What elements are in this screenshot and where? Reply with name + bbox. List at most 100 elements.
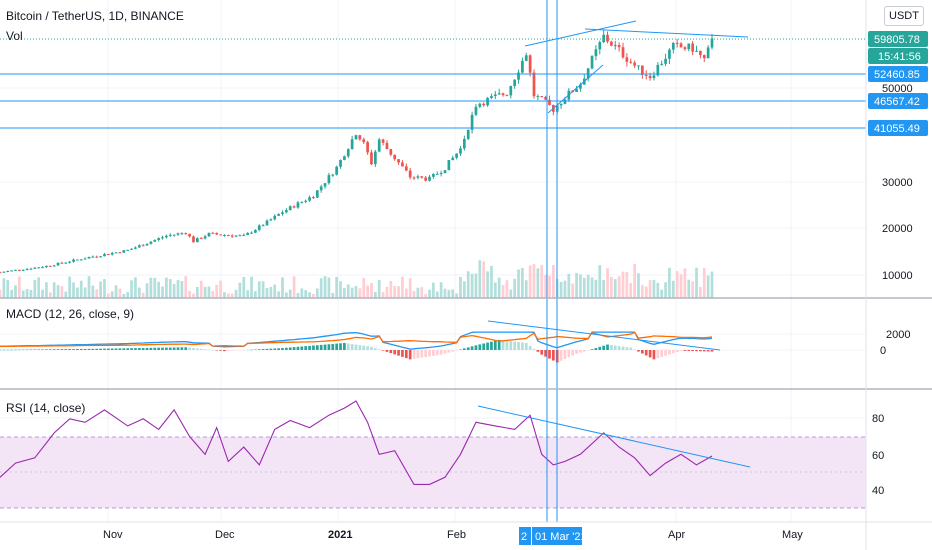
candle-body — [617, 45, 621, 48]
macd-hist-bar — [397, 350, 400, 356]
candle-body — [490, 96, 493, 98]
horizontal-levels[interactable] — [0, 38, 866, 129]
candle-body — [513, 79, 517, 87]
macd-hist-bar — [637, 350, 640, 352]
candle-body — [548, 99, 551, 105]
candle-body — [269, 219, 273, 221]
volume-bar — [637, 273, 640, 298]
macd-hist-bar — [254, 349, 257, 351]
macd-hist-bar — [17, 349, 21, 351]
volume-bar — [416, 287, 420, 298]
volume-bar — [621, 271, 625, 298]
volume-bar — [598, 265, 602, 298]
x-marker-label-bg-2 — [532, 527, 582, 545]
candle-body — [250, 232, 253, 234]
price-label-46567: 46567.42 — [874, 96, 920, 108]
volume-bar — [586, 274, 590, 298]
volume-bar — [350, 287, 354, 298]
candle-body — [226, 235, 230, 237]
candle-body — [339, 159, 342, 167]
volume-bar — [517, 269, 520, 298]
volume-bar — [435, 291, 439, 298]
candle-body — [482, 103, 486, 106]
macd-hist-bar — [87, 348, 91, 350]
macd-hist-bar — [79, 348, 83, 350]
candle-body — [203, 236, 207, 239]
macd-hist-bar — [257, 349, 261, 350]
candle-body — [137, 245, 141, 248]
price-label-52460-bg — [868, 66, 928, 82]
volume-legend[interactable]: Vol — [6, 29, 23, 43]
candle-body — [83, 258, 87, 260]
trendlines[interactable] — [477, 0, 751, 522]
macd-hist-bar — [269, 348, 273, 350]
candle-body — [501, 93, 505, 96]
volume-bar — [25, 288, 29, 298]
volume-bar — [648, 280, 652, 298]
candle-body — [683, 47, 687, 50]
volume-bar — [428, 289, 431, 298]
volume-bar — [540, 264, 544, 298]
volume-bar — [172, 284, 176, 298]
macd-hist-bar — [56, 349, 60, 350]
macd-hist-bar — [207, 349, 211, 351]
volume-bar — [664, 282, 667, 298]
volume-bar — [424, 293, 428, 298]
volume-bar — [706, 275, 710, 298]
macd-hist-bar — [486, 342, 489, 350]
volume-bar — [343, 288, 346, 298]
candle-body — [48, 265, 52, 267]
candle-body — [134, 247, 137, 249]
macd-hist-bar — [633, 349, 636, 351]
candle-body — [41, 267, 44, 269]
candle-body — [517, 72, 520, 80]
y-axis[interactable]: 50000 30000 20000 10000 2000 0 80 60 40 — [872, 83, 913, 497]
candle-body — [459, 148, 462, 154]
macd-hist-bar — [149, 347, 153, 350]
candle-body — [474, 106, 478, 115]
macd-hist-bar — [606, 344, 609, 350]
macd-hist-bar — [296, 346, 300, 350]
volume-bar — [122, 293, 126, 298]
macd-hist-bar — [176, 347, 180, 350]
macd-hist-bar — [563, 350, 567, 360]
macd-hist-bar — [571, 350, 575, 356]
volume-bar — [141, 292, 145, 298]
symbol-legend[interactable]: Bitcoin / TetherUS, 1D, BINANCE — [6, 9, 184, 23]
candle-body — [126, 249, 130, 251]
candle-body — [536, 96, 540, 98]
volume-bar — [292, 276, 296, 298]
macd-hist-bar — [602, 345, 606, 350]
candle-body — [668, 49, 671, 59]
candle-body — [354, 135, 358, 140]
volume-bar — [199, 280, 203, 298]
macd-hist-bar — [691, 350, 695, 352]
candle-body — [323, 183, 327, 187]
macd-hist-bar — [420, 350, 424, 358]
price-labels[interactable]: 59805.78 15:41:56 52460.85 46567.42 4105… — [868, 31, 928, 136]
candle-body — [478, 103, 482, 107]
macd-hist-bar — [60, 349, 64, 350]
volume-bar — [45, 282, 48, 298]
volume-bar — [470, 273, 474, 298]
x-axis[interactable]: Nov Dec 2021 Feb 2 01 Mar '21 Apr May — [103, 527, 803, 545]
volume-bar — [103, 279, 106, 298]
currency-button[interactable]: USDT — [884, 6, 924, 26]
volume-bar — [675, 271, 679, 298]
candle-body — [106, 254, 110, 256]
rsi-legend[interactable]: RSI (14, close) — [6, 401, 85, 415]
macd-hist-bar — [493, 340, 497, 350]
volume-bar — [219, 280, 222, 298]
candle-body — [56, 262, 60, 266]
candle-body — [199, 238, 203, 240]
macd-hist-bar — [478, 344, 482, 350]
volume-bar — [168, 279, 172, 298]
volume-bar — [254, 291, 257, 298]
volume-bar — [211, 291, 215, 298]
macd-legend[interactable]: MACD (12, 26, close, 9) — [6, 307, 134, 321]
macd-hist-bar — [350, 344, 354, 350]
macd-hist-bar — [41, 349, 44, 350]
macd-hist-bar — [2, 349, 6, 351]
macd-hist-bar — [389, 350, 393, 354]
